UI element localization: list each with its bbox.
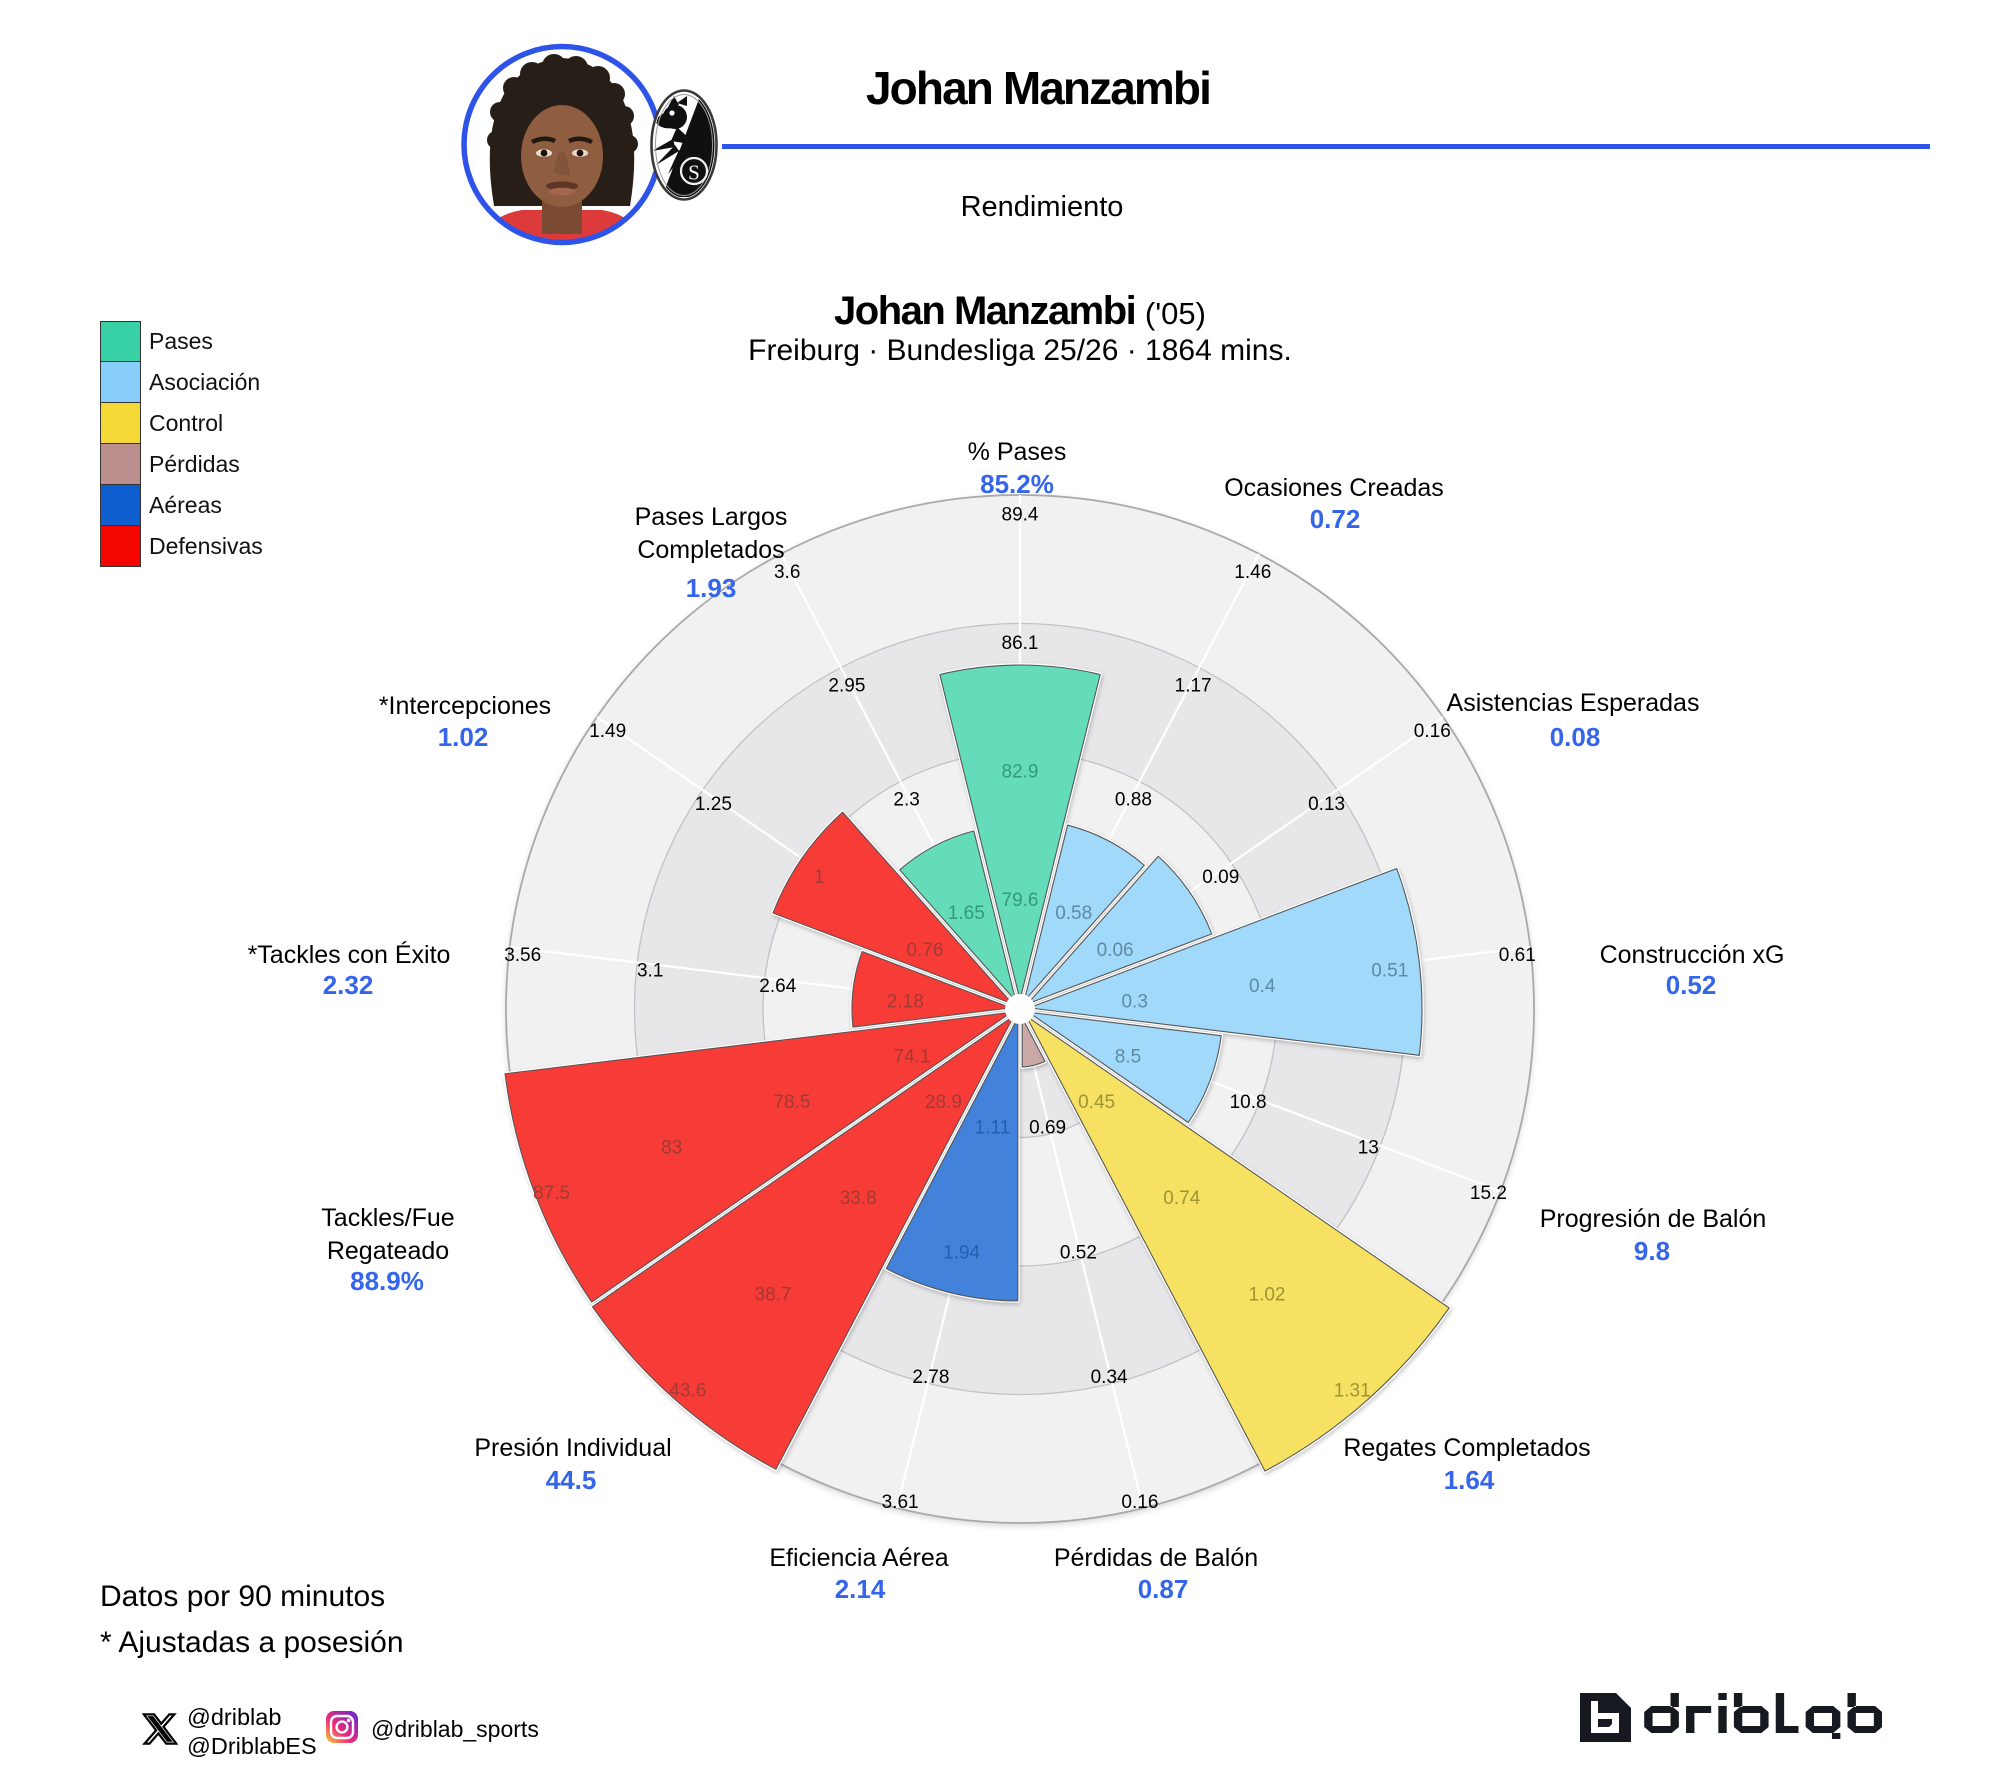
svg-text:S: S [688, 161, 700, 185]
svg-text:0.08: 0.08 [1550, 722, 1601, 752]
svg-text:87.5: 87.5 [533, 1183, 570, 1204]
svg-text:3.1: 3.1 [637, 961, 663, 982]
svg-text:0.69: 0.69 [1029, 1118, 1066, 1139]
svg-text:86.1: 86.1 [1002, 633, 1039, 654]
svg-text:0.13: 0.13 [1308, 794, 1345, 815]
svg-text:9.8: 9.8 [1634, 1236, 1670, 1266]
svg-text:Progresión de Balón: Progresión de Balón [1540, 1205, 1767, 1233]
svg-text:13: 13 [1358, 1138, 1379, 1159]
svg-text:0.76: 0.76 [906, 940, 943, 961]
svg-text:85.2%: 85.2% [980, 469, 1054, 499]
svg-text:0.09: 0.09 [1202, 867, 1239, 888]
svg-text:2.14: 2.14 [835, 1574, 886, 1604]
svg-text:Ocasiones Creadas: Ocasiones Creadas [1224, 474, 1444, 502]
svg-text:1.64: 1.64 [1444, 1465, 1495, 1495]
svg-text:0.87: 0.87 [1138, 1574, 1189, 1604]
svg-text:83: 83 [661, 1138, 682, 1159]
svg-text:0.34: 0.34 [1091, 1367, 1128, 1388]
svg-text:2.64: 2.64 [759, 976, 796, 997]
svg-text:Presión Individual: Presión Individual [474, 1434, 671, 1462]
svg-text:0.88: 0.88 [1115, 789, 1152, 810]
svg-text:0.74: 0.74 [1163, 1188, 1200, 1209]
svg-text:1.25: 1.25 [695, 794, 732, 815]
svg-text:0.3: 0.3 [1121, 992, 1147, 1013]
svg-text:0.16: 0.16 [1414, 721, 1451, 742]
svg-text:0.4: 0.4 [1249, 976, 1276, 997]
svg-text:Regateado: Regateado [327, 1237, 449, 1265]
svg-text:79.6: 79.6 [1002, 890, 1039, 911]
svg-text:1.65: 1.65 [948, 903, 985, 924]
svg-text:1.02: 1.02 [1249, 1284, 1286, 1305]
svg-text:3.56: 3.56 [504, 945, 541, 966]
svg-text:0.61: 0.61 [1499, 945, 1536, 966]
svg-text:Regates Completados: Regates Completados [1343, 1434, 1590, 1462]
svg-text:Asistencias Esperadas: Asistencias Esperadas [1447, 689, 1700, 717]
svg-text:Construcción xG: Construcción xG [1600, 941, 1785, 969]
svg-text:43.6: 43.6 [669, 1381, 706, 1402]
svg-text:0.58: 0.58 [1055, 903, 1092, 924]
svg-text:3.6: 3.6 [774, 562, 800, 583]
svg-text:2.78: 2.78 [912, 1367, 949, 1388]
svg-text:33.8: 33.8 [840, 1188, 877, 1209]
svg-text:2.3: 2.3 [893, 789, 919, 810]
svg-text:1.17: 1.17 [1175, 676, 1212, 697]
svg-text:*Intercepciones: *Intercepciones [379, 692, 551, 720]
svg-text:% Pases: % Pases [968, 438, 1067, 466]
svg-text:1.49: 1.49 [589, 721, 626, 742]
svg-text:44.5: 44.5 [546, 1465, 597, 1495]
svg-text:0.16: 0.16 [1121, 1492, 1158, 1513]
svg-text:10.8: 10.8 [1230, 1092, 1267, 1113]
svg-text:0.72: 0.72 [1310, 504, 1361, 534]
svg-text:Pérdidas de Balón: Pérdidas de Balón [1054, 1544, 1258, 1572]
svg-text:1.31: 1.31 [1334, 1381, 1371, 1402]
svg-text:0.52: 0.52 [1060, 1242, 1097, 1263]
svg-text:Pases Largos: Pases Largos [635, 503, 788, 531]
svg-text:78.5: 78.5 [773, 1092, 810, 1113]
svg-text:0.52: 0.52 [1666, 970, 1717, 1000]
svg-text:8.5: 8.5 [1115, 1047, 1141, 1068]
svg-text:1.11: 1.11 [975, 1118, 1011, 1139]
svg-text:0.51: 0.51 [1371, 961, 1408, 982]
svg-text:88.9%: 88.9% [350, 1266, 424, 1296]
svg-text:Eficiencia Aérea: Eficiencia Aérea [769, 1544, 948, 1572]
svg-text:0.06: 0.06 [1097, 940, 1134, 961]
svg-text:1.94: 1.94 [943, 1242, 980, 1263]
svg-text:38.7: 38.7 [755, 1284, 792, 1305]
svg-text:1.02: 1.02 [438, 722, 489, 752]
svg-text:*Tackles con Éxito: *Tackles con Éxito [248, 940, 451, 969]
svg-text:82.9: 82.9 [1002, 762, 1039, 783]
svg-text:89.4: 89.4 [1002, 505, 1039, 526]
svg-text:0.45: 0.45 [1078, 1092, 1115, 1113]
svg-text:1.46: 1.46 [1234, 562, 1271, 583]
svg-text:Tackles/Fue: Tackles/Fue [321, 1204, 454, 1232]
svg-text:74.1: 74.1 [894, 1047, 931, 1068]
svg-text:3.61: 3.61 [882, 1492, 919, 1513]
svg-text:15.2: 15.2 [1470, 1183, 1507, 1204]
svg-text:28.9: 28.9 [925, 1092, 962, 1113]
svg-text:2.18: 2.18 [887, 992, 924, 1013]
svg-text:2.95: 2.95 [828, 676, 865, 697]
svg-text:Completados: Completados [637, 536, 784, 564]
svg-text:1: 1 [814, 867, 825, 888]
svg-text:2.32: 2.32 [323, 970, 374, 1000]
svg-text:1.93: 1.93 [686, 573, 737, 603]
